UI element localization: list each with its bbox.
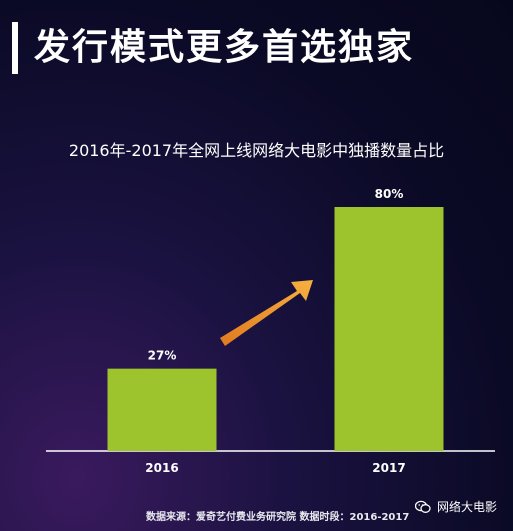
growth-arrow (220, 280, 313, 346)
data-label-2016: 27% (148, 349, 177, 363)
title-accent-bar (12, 22, 18, 74)
x-tick-label-2016: 2016 (145, 461, 178, 475)
data-label-2017: 80% (375, 187, 404, 201)
chart-title: 2016年-2017年全网上线网络大电影中独播数量占比 (68, 141, 445, 160)
wechat-account-name: 网络大电影 (437, 500, 498, 514)
bar-2016 (107, 368, 217, 451)
wechat-icon (415, 500, 431, 513)
x-tick-label-2017: 2017 (372, 461, 405, 475)
bar-2017 (334, 207, 444, 451)
page-title: 发行模式更多首选独家 (34, 27, 415, 68)
wechat-account-tag: 网络大电影 (415, 498, 497, 515)
data-source-note: 数据来源：爱奇艺付费业务研究院 数据时段：2016-2017 (146, 512, 410, 523)
